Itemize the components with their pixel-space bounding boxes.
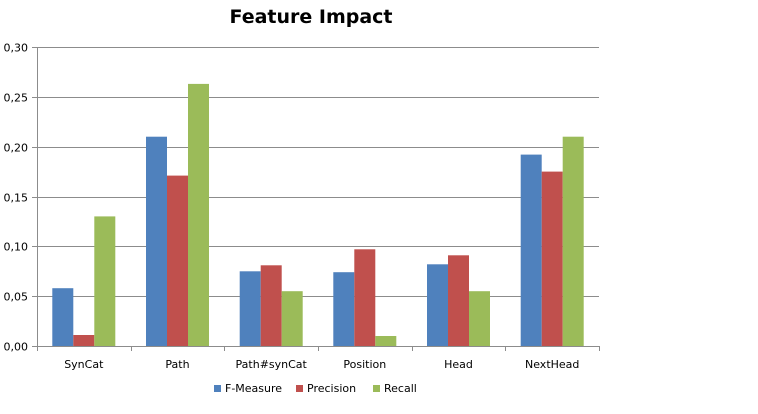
- bar-recall-path: [188, 83, 209, 347]
- bar-f-measure-path: [146, 136, 167, 346]
- y-tick-label: 0,25: [4, 92, 29, 105]
- bar-f-measure-position: [333, 272, 355, 346]
- x-tick-label: Path#synCat: [236, 358, 308, 371]
- y-tick-label: 0,10: [4, 241, 29, 254]
- chart-title: Feature Impact: [229, 6, 392, 28]
- x-tick-label: Path: [165, 358, 189, 371]
- bar-precision-syncat: [73, 335, 95, 346]
- bar-f-measure-syncat: [52, 288, 74, 346]
- legend-swatch: [214, 385, 221, 392]
- legend-item: F-Measure: [214, 382, 282, 395]
- y-tick-label: 0,30: [4, 42, 29, 55]
- bar-f-measure-path-syncat: [239, 271, 261, 347]
- legend-label: F-Measure: [225, 382, 282, 395]
- legend-swatch: [296, 385, 303, 392]
- bar-precision-nexthead: [541, 171, 563, 346]
- bar-recall-position: [375, 336, 397, 346]
- bar-precision-path: [167, 175, 188, 346]
- legend-label: Precision: [307, 382, 356, 395]
- y-tick-label: 0,15: [4, 192, 29, 205]
- bar-f-measure-head: [427, 264, 448, 346]
- legend-item: Precision: [296, 382, 356, 395]
- x-tick-label: SynCat: [64, 358, 104, 371]
- bar-recall-head: [469, 291, 490, 346]
- y-tick-label: 0,05: [4, 291, 29, 304]
- y-axis-ticks: 0,00 0,05 0,10 0,15 0,20 0,25 0,30: [4, 42, 29, 354]
- bar-precision-path-syncat: [260, 265, 282, 346]
- bar-recall-path-syncat: [281, 291, 303, 346]
- legend-swatch: [373, 385, 380, 392]
- bars: [52, 83, 584, 347]
- legend-label: Recall: [384, 382, 417, 395]
- bar-recall-syncat: [94, 216, 116, 346]
- y-tick-label: 0,00: [4, 341, 29, 354]
- bar-recall-nexthead: [562, 136, 584, 346]
- legend: F-Measure Precision Recall: [214, 382, 417, 395]
- x-tick-label: Head: [444, 358, 473, 371]
- x-tick-label: Position: [343, 358, 386, 371]
- bar-precision-position: [354, 249, 376, 346]
- y-tick-label: 0,20: [4, 142, 29, 155]
- x-tick-label: NextHead: [525, 358, 579, 371]
- bar-f-measure-nexthead: [520, 154, 542, 346]
- x-axis: [37, 47, 600, 351]
- bar-precision-head: [448, 255, 469, 346]
- legend-item: Recall: [373, 382, 417, 395]
- gridlines: [32, 47, 599, 347]
- x-axis-ticks: SynCat Path Path#synCat Position Head NextHea…: [64, 358, 579, 371]
